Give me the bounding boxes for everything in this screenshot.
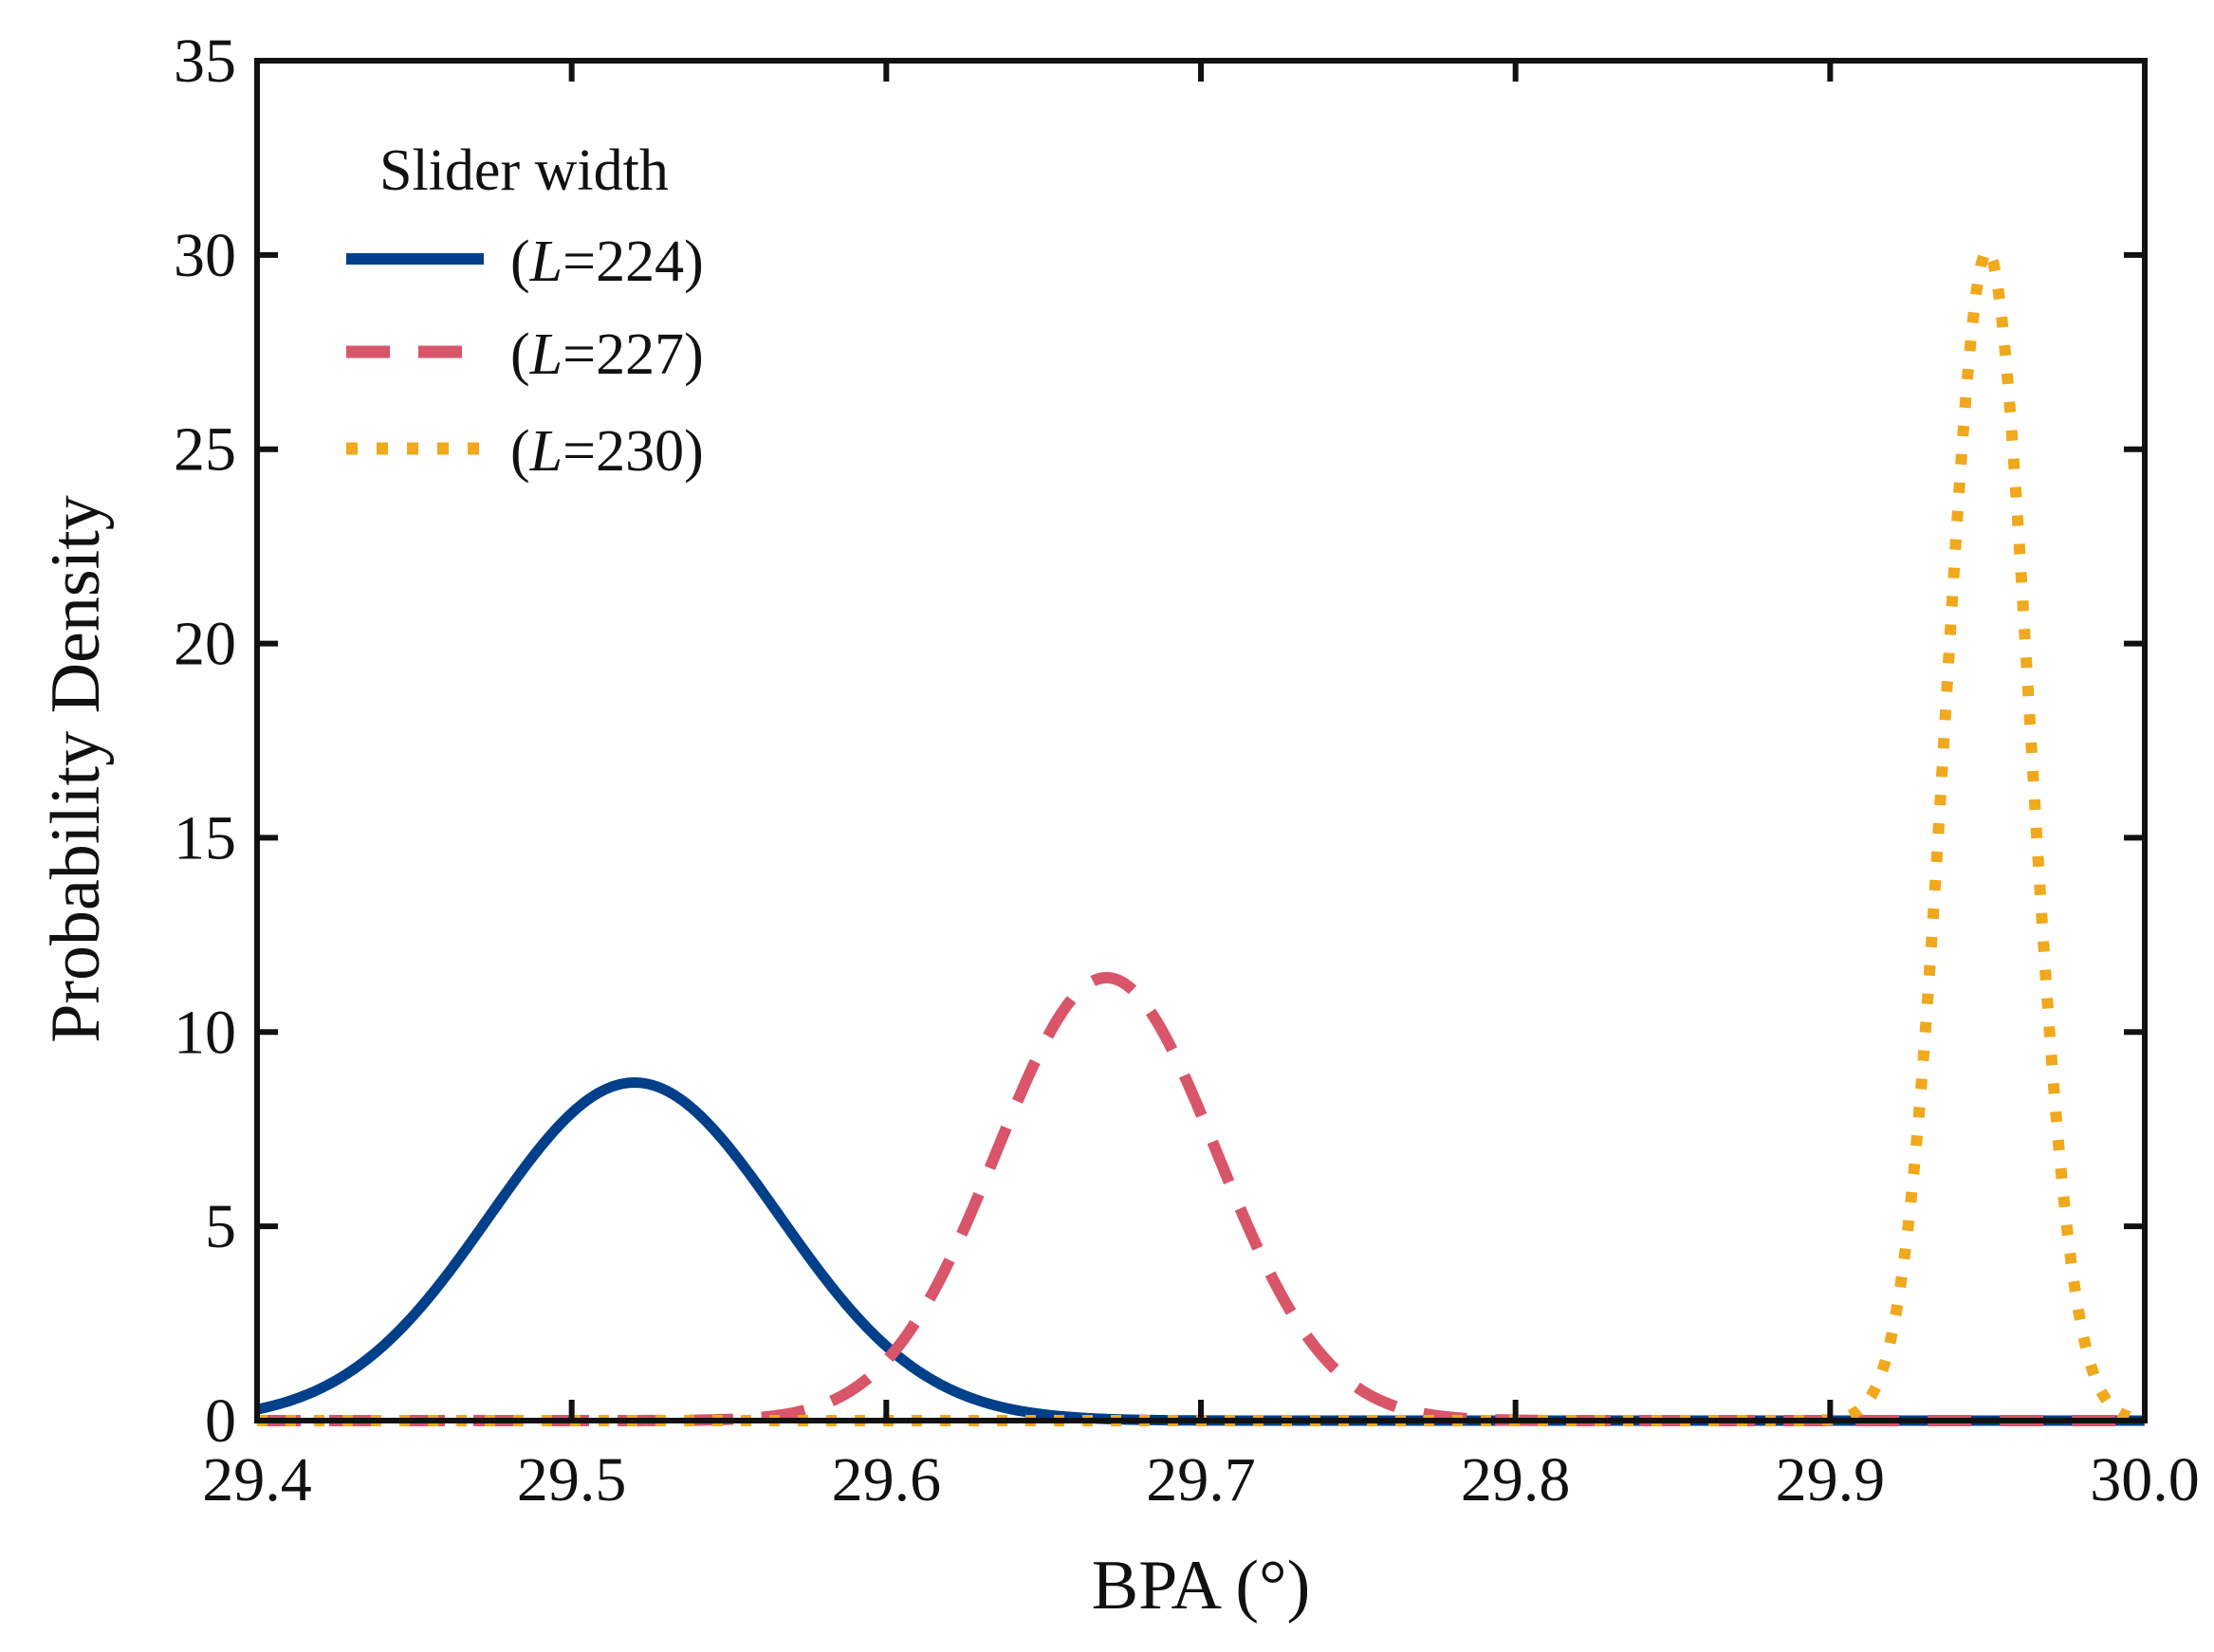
- x-tick-label: 29.7: [1146, 1445, 1256, 1514]
- x-tick-label: 29.6: [832, 1445, 942, 1514]
- legend-label-1: (L=224): [510, 229, 704, 294]
- y-axis-title: Probability Density: [37, 495, 115, 1043]
- y-tick-label: 30: [174, 221, 236, 290]
- x-tick-label: 30.0: [2090, 1445, 2200, 1514]
- plot-frame: [254, 58, 2148, 1423]
- y-tick-label: 10: [174, 998, 236, 1067]
- y-tick-labels: 0 5 10 15 20 25 30 35: [174, 27, 236, 1456]
- y-tick-label: 5: [205, 1192, 236, 1261]
- y-tick-label: 15: [174, 803, 236, 872]
- x-axis-title: BPA (°): [1092, 1547, 1310, 1624]
- legend-title: Slider width: [379, 138, 669, 203]
- legend-label-2: (L=227): [510, 322, 704, 387]
- legend-label-3: (L=230): [510, 419, 704, 484]
- legend: Slider width (L=224) (L=227) (L=230): [346, 138, 704, 484]
- y-tick-label: 25: [174, 415, 236, 485]
- series-line-1: [254, 1077, 2148, 1426]
- series-line-2: [254, 971, 2148, 1426]
- y-tick-label: 20: [174, 610, 236, 679]
- y-tick-label: 0: [205, 1386, 236, 1456]
- x-tick-label: 29.8: [1461, 1445, 1571, 1514]
- x-tick-labels: 29.4 29.5 29.6 29.7 29.8 29.9 30.0: [202, 1445, 2200, 1514]
- x-tick-label: 29.5: [517, 1445, 627, 1514]
- x-tick-label: 29.9: [1776, 1445, 1886, 1514]
- y-tick-label: 35: [174, 27, 236, 96]
- x-tick-label: 29.4: [202, 1445, 312, 1514]
